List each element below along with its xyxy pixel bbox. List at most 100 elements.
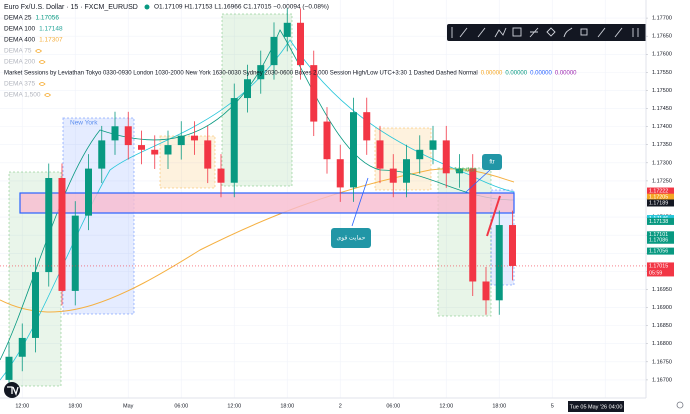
callout bbox=[331, 228, 371, 248]
candle-body bbox=[297, 22, 304, 66]
tool-icon[interactable] bbox=[459, 27, 468, 38]
time-badge-text: Tue 05 May '26 04:00 bbox=[570, 404, 623, 410]
candle-body bbox=[18, 337, 26, 357]
y-tick-label: 1.16750 bbox=[652, 359, 672, 365]
price-tag-text: 1.17189 bbox=[649, 200, 668, 206]
callout-line bbox=[465, 169, 491, 193]
ma-curve bbox=[0, 168, 515, 313]
countdown: 05:59 bbox=[649, 270, 662, 276]
candle-body bbox=[58, 178, 66, 291]
y-tick-label: 1.16900 bbox=[652, 305, 672, 311]
sessions-text: Market Sessions by Leviathan Tokyo 0330-… bbox=[4, 71, 478, 77]
tool-icon[interactable] bbox=[632, 28, 639, 37]
ohlc: O1.17109 H1.17153 L1.16966 C1.17015 −0.0… bbox=[154, 4, 329, 11]
tool-icon[interactable] bbox=[512, 27, 522, 37]
candle-body bbox=[5, 356, 13, 380]
tool-icon[interactable] bbox=[614, 27, 623, 38]
last-price-text: 1.17015 bbox=[649, 263, 668, 269]
price-tag bbox=[647, 217, 674, 225]
candle-body bbox=[469, 168, 477, 282]
candle-body bbox=[363, 112, 371, 141]
candle-body bbox=[389, 168, 397, 183]
y-tick-label: 1.16800 bbox=[652, 341, 672, 347]
candle-body bbox=[456, 168, 463, 174]
candle-body bbox=[98, 140, 106, 169]
candle-body bbox=[32, 272, 39, 338]
y-tick-label: 1.16850 bbox=[652, 323, 672, 329]
x-tick-label: 06:00 bbox=[386, 403, 400, 409]
candle-body bbox=[350, 112, 357, 188]
hidden-icon bbox=[38, 60, 46, 64]
price-tag bbox=[647, 199, 674, 207]
candle-body bbox=[71, 215, 79, 291]
candle-body bbox=[310, 65, 318, 122]
drawing-toolbar bbox=[447, 24, 672, 41]
tool-icon[interactable] bbox=[546, 27, 556, 37]
candle-body bbox=[124, 126, 132, 146]
x-tick-label: May bbox=[123, 403, 134, 409]
candle-body bbox=[244, 79, 251, 99]
candle-body bbox=[403, 159, 410, 183]
candle-body bbox=[217, 168, 225, 183]
y-tick-label: 1.17650 bbox=[652, 34, 672, 40]
indicator-name: DEMA 200 bbox=[4, 59, 35, 66]
candle-body bbox=[164, 145, 172, 155]
legend: Euro Fx/U.S. Dollar · 15 · FXCM_EURUSD O… bbox=[4, 4, 577, 99]
indicator-name: DEMA 400 bbox=[4, 37, 35, 44]
candle-body bbox=[376, 140, 384, 169]
tool-icon[interactable] bbox=[529, 27, 539, 38]
callout bbox=[482, 154, 502, 170]
candle-body bbox=[509, 225, 516, 266]
price-tag-text: 1.17222 bbox=[649, 188, 668, 194]
candle-body bbox=[204, 140, 212, 169]
indicator-value: 1.17307 bbox=[39, 37, 63, 44]
session-label: New York bbox=[70, 120, 98, 127]
tool-icon[interactable] bbox=[477, 27, 486, 38]
y-tick-label: 1.16700 bbox=[652, 377, 672, 383]
price-tag bbox=[647, 193, 674, 201]
candle-body bbox=[323, 121, 331, 160]
price-tag bbox=[647, 231, 674, 239]
settings-icon[interactable] bbox=[676, 401, 684, 409]
price-tag bbox=[647, 236, 674, 244]
tool-icon[interactable] bbox=[494, 27, 507, 38]
candle-body bbox=[283, 22, 291, 37]
candle-body bbox=[151, 149, 159, 155]
x-tick-label: 12:00 bbox=[227, 403, 241, 409]
candle-body bbox=[336, 159, 344, 188]
candle-body bbox=[230, 98, 238, 183]
y-tick-label: 1.17400 bbox=[652, 124, 672, 130]
tool-icon[interactable] bbox=[597, 27, 606, 38]
indicator-name: DEMA 75 bbox=[4, 48, 32, 55]
candle-body bbox=[177, 135, 185, 146]
symbol-title: Euro Fx/U.S. Dollar · 15 · FXCM_EURUSD bbox=[4, 4, 138, 11]
last-price-tag bbox=[647, 262, 674, 277]
y-tick-label: 1.17700 bbox=[652, 16, 672, 22]
x-tick-label: 18:00 bbox=[68, 403, 82, 409]
candle-body bbox=[482, 281, 490, 301]
candle-body bbox=[111, 126, 119, 141]
candle-body bbox=[495, 225, 503, 301]
indicator-value: 1.17148 bbox=[39, 26, 63, 33]
x-tick-label: 12:00 bbox=[15, 403, 29, 409]
y-tick-label: 1.17350 bbox=[652, 142, 672, 148]
x-tick-label: 06:00 bbox=[174, 403, 188, 409]
x-tick-label: 5 bbox=[551, 403, 554, 409]
support-zone bbox=[19, 192, 515, 214]
sessions-value: 0.00000 bbox=[530, 71, 552, 77]
sessions-value: 0.00000 bbox=[555, 71, 577, 77]
y-tick-label: 1.17500 bbox=[652, 88, 672, 94]
tool-icon[interactable] bbox=[563, 27, 573, 38]
sessions-value: 0.00000 bbox=[505, 71, 527, 77]
x-tick-label: 12:00 bbox=[439, 403, 453, 409]
indicator-name: DEMA 375 bbox=[4, 81, 35, 88]
indicator-name: DEMA 25 bbox=[4, 15, 32, 22]
candle-body bbox=[416, 149, 424, 160]
tool-icon[interactable] bbox=[580, 28, 588, 36]
hidden-icon bbox=[44, 93, 51, 97]
x-tick-label: 2 bbox=[339, 403, 342, 409]
y-tick-label: 1.17300 bbox=[652, 160, 672, 166]
price-axis bbox=[646, 0, 690, 414]
